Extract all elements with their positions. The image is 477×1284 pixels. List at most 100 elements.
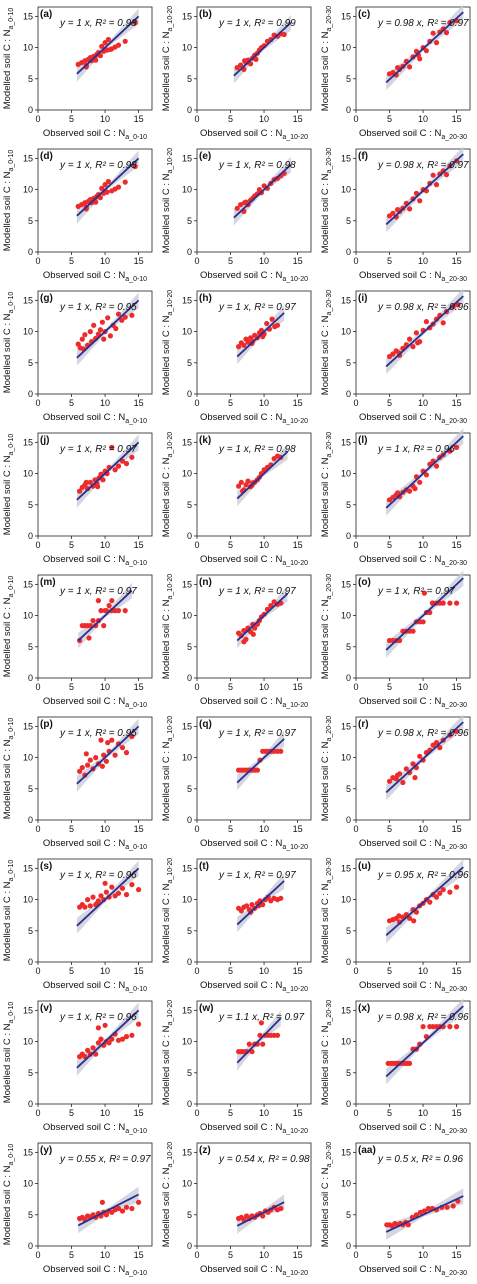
plot-frame: [355, 858, 471, 963]
x-axis-label-subscript: a_20-30: [441, 986, 467, 993]
panel-label: (p): [40, 719, 53, 730]
panel-q: 0 5 10 15 0 5 10 15 (q) y = 1 x, R² = 0.97 Observe…: [161, 716, 312, 851]
data-point: [447, 889, 453, 895]
y-tick-label: 10: [23, 43, 33, 53]
y-tick-label: 5: [346, 500, 351, 510]
x-tick-label: 15: [452, 256, 462, 266]
fit-line: [76, 15, 140, 75]
x-tick-label: 10: [259, 824, 269, 834]
x-tick-label: 10: [418, 1108, 428, 1118]
x-tick-label: 15: [452, 824, 462, 834]
data-point: [95, 598, 101, 604]
x-tick-label: 15: [293, 1250, 303, 1260]
data-point: [412, 775, 418, 781]
data-point: [86, 635, 92, 641]
data-point: [119, 1208, 126, 1214]
panel-label: (e): [199, 151, 211, 162]
x-tick-label: 0: [194, 824, 199, 834]
data-point: [274, 1032, 281, 1038]
panel-f: 0 5 10 15 0 5 10 15 (f) y = 0.98 x, R² = 0.97 Obse…: [320, 146, 471, 283]
plot-frame: [196, 432, 312, 537]
data-point: [119, 317, 125, 323]
y-tick-label: 0: [28, 1099, 33, 1109]
x-axis-label-subscript: a_0-10: [125, 276, 147, 283]
data-point: [115, 311, 122, 317]
x-axis-label: Observed soil C : Na_0-10: [43, 838, 147, 851]
panel-g: 0 5 10 15 0 5 10 15 (g) y = 1 x, R² = 0.95 Observe…: [2, 290, 153, 425]
plot-frame: [196, 1142, 312, 1247]
data-point: [433, 182, 440, 188]
plot-frame: [196, 716, 312, 821]
data-point: [119, 1036, 126, 1042]
x-tick-label: 0: [353, 966, 358, 976]
data-point: [440, 320, 446, 326]
y-tick-label: 0: [187, 531, 192, 541]
data-point: [112, 467, 118, 473]
y-tick-label: 10: [182, 43, 192, 53]
panel-label: (g): [40, 293, 53, 304]
y-axis-label: Modelled soil C : Na_10-20: [161, 148, 174, 254]
panel-o: 0 5 10 15 0 5 10 15 (o) y = 1 x, R² = 0.97 Observe…: [320, 570, 471, 709]
data-point: [421, 590, 427, 596]
panel-label: (c): [358, 9, 370, 20]
y-tick-label: 15: [23, 1147, 33, 1157]
y-tick-label: 5: [28, 74, 33, 84]
y-tick-label: 10: [341, 1179, 351, 1189]
y-tick-label: 15: [182, 863, 192, 873]
y-tick-label: 15: [341, 295, 351, 305]
y-axis-label-subscript: a_20-30: [326, 6, 333, 32]
panel-d: 0 5 10 15 0 5 10 15 (d) y = 1 x, R² = 0.98 Observe…: [2, 148, 153, 283]
data-point: [104, 189, 110, 195]
x-axis-label: Observed soil C : Na_0-10: [43, 1264, 147, 1277]
data-point: [119, 885, 126, 891]
data-point: [105, 36, 111, 43]
y-axis-label: Modelled soil C : Na_10-20: [161, 1000, 174, 1106]
data-point: [98, 1036, 104, 1042]
plot-frame: [355, 716, 471, 821]
y-tick-label: 15: [182, 1005, 192, 1015]
x-axis-label: Observed soil C : Na_10-20: [200, 128, 308, 141]
data-point: [115, 42, 122, 48]
y-tick-label: 10: [341, 753, 351, 763]
fit-line: [236, 1201, 285, 1227]
x-axis-label-subscript: a_20-30: [441, 134, 467, 141]
data-point: [242, 58, 248, 64]
y-axis-label-subscript: a_0-10: [8, 576, 15, 598]
data-point: [113, 325, 119, 332]
data-point: [437, 890, 443, 896]
fit-line: [385, 435, 464, 509]
x-tick-label: 0: [35, 1250, 40, 1260]
plot-frame: [196, 1000, 312, 1105]
y-tick-label: 10: [23, 185, 33, 195]
data-point: [425, 1205, 431, 1212]
y-tick-label: 10: [182, 611, 192, 621]
y-tick-label: 15: [182, 721, 192, 731]
plot-frame: [355, 1142, 471, 1247]
equation-label: y = 1 x, R² = 0.98: [218, 444, 296, 455]
x-tick-label: 5: [228, 1250, 233, 1260]
x-axis-label: Observed soil C : Na_20-30: [359, 838, 467, 851]
y-axis-label: Modelled soil C : Na_0-10: [2, 292, 15, 394]
x-tick-label: 10: [100, 1108, 110, 1118]
y-tick-label: 0: [187, 389, 192, 399]
panel-label: (u): [358, 861, 371, 872]
data-point: [395, 772, 401, 778]
x-axis-label-subscript: a_10-20: [282, 418, 308, 425]
data-point: [109, 444, 115, 450]
data-point: [129, 882, 135, 888]
data-point: [99, 43, 105, 49]
y-tick-label: 10: [182, 469, 192, 479]
y-tick-label: 5: [28, 358, 33, 368]
data-point: [115, 890, 122, 896]
x-tick-label: 10: [259, 114, 269, 124]
plot-frame: [355, 432, 471, 537]
equation-label: y = 0.98 x, R² = 0.97: [377, 160, 469, 171]
data-point: [245, 339, 251, 345]
data-point: [407, 336, 413, 342]
data-point: [244, 903, 250, 909]
data-point: [238, 479, 244, 485]
x-tick-label: 0: [194, 398, 199, 408]
y-tick-label: 15: [23, 437, 33, 447]
x-axis-label: Observed soil C : Na_0-10: [43, 1122, 147, 1135]
y-tick-label: 0: [28, 673, 33, 683]
